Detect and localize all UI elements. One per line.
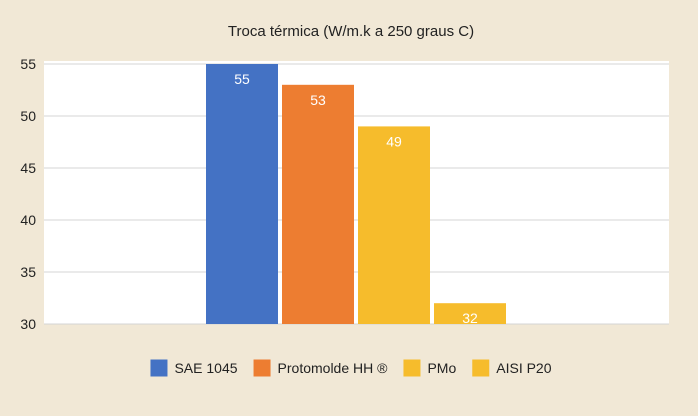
chart-title: Troca térmica (W/m.k a 250 graus C) <box>228 23 474 40</box>
legend-label: AISI P20 <box>496 360 551 376</box>
legend-swatch <box>472 359 490 377</box>
bar <box>282 84 354 324</box>
data-label: 32 <box>462 310 478 326</box>
grid-layer <box>44 63 669 325</box>
y-tick-label: 55 <box>20 56 36 72</box>
y-tick-label: 50 <box>20 108 36 124</box>
data-label: 55 <box>234 71 250 87</box>
y-tick-label: 30 <box>20 316 36 332</box>
bar <box>206 64 278 324</box>
y-axis: 30 35 40 45 50 55 <box>20 56 36 332</box>
bar <box>434 303 506 324</box>
data-label: 49 <box>386 133 402 149</box>
y-tick-label: 40 <box>20 212 36 228</box>
y-tick-label: 45 <box>20 160 36 176</box>
y-tick-label: 35 <box>20 264 36 280</box>
legend-label: PMo <box>427 360 456 376</box>
legend: SAE 1045 Protomolde HH ® PMo AISI P20 <box>150 359 552 377</box>
legend-label: SAE 1045 <box>174 360 237 376</box>
legend-swatch <box>253 359 271 377</box>
plot-area <box>44 61 669 324</box>
bar <box>358 126 430 325</box>
label-layer: 55 53 49 32 <box>234 71 478 326</box>
data-label: 53 <box>310 92 326 108</box>
legend-label: Protomolde HH ® <box>278 360 389 376</box>
legend-swatch <box>403 359 421 377</box>
legend-swatch <box>150 359 168 377</box>
bar-layer <box>206 64 506 325</box>
